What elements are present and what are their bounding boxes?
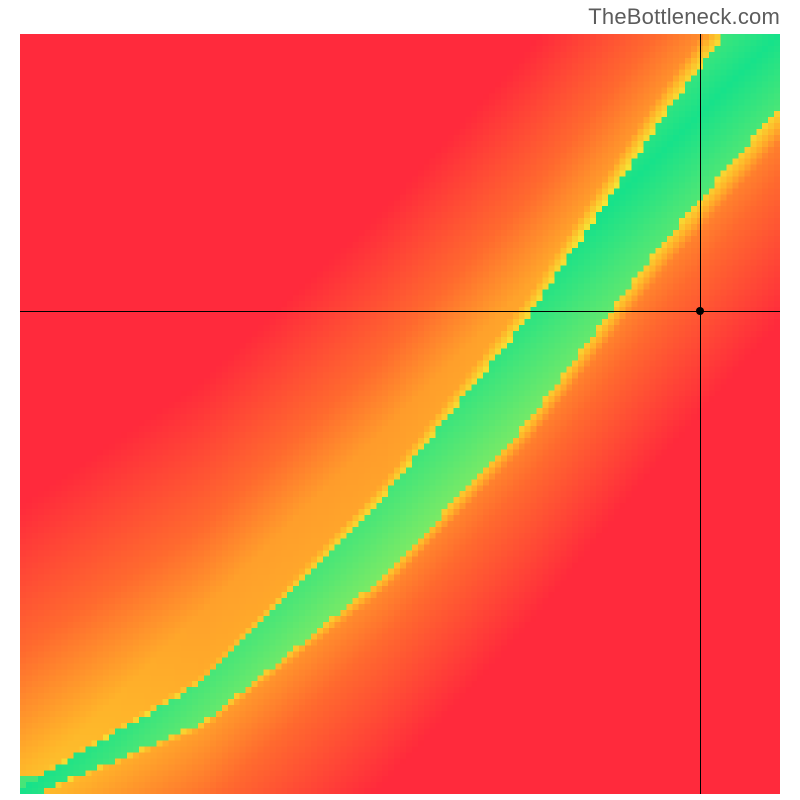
attribution-text: TheBottleneck.com: [588, 4, 780, 30]
crosshair-horizontal: [20, 311, 780, 312]
crosshair-marker-dot: [696, 307, 704, 315]
crosshair-vertical: [700, 34, 701, 794]
bottleneck-heatmap: [20, 34, 780, 794]
plot-area: [20, 34, 780, 794]
